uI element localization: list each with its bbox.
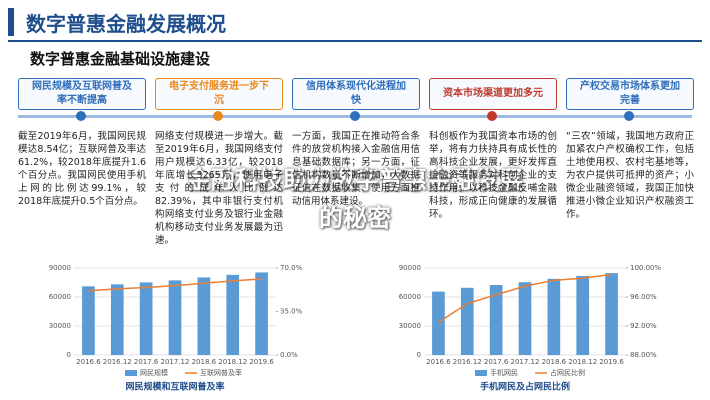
timeline-marker	[624, 111, 634, 121]
y-tick-label: 90000	[399, 264, 421, 272]
line	[438, 273, 612, 324]
x-tick-label: 2018.6	[192, 358, 217, 366]
bar	[139, 282, 153, 355]
x-tick-label: 2018.6	[542, 358, 567, 366]
y2-tick-label: 70.0%	[280, 264, 303, 272]
line	[88, 278, 262, 292]
x-tick-label: 2017.6	[484, 358, 509, 366]
timeline-marker	[213, 111, 223, 121]
x-tick-label: 2016.12	[103, 358, 132, 366]
timeline-marker	[76, 111, 86, 121]
y-tick-label: 0	[67, 351, 71, 359]
y2-tick-label: 88.00%	[630, 351, 657, 359]
column-text: 截至2019年6月，我国网民规模达8.54亿；互联网普及率达61.2%，较201…	[18, 131, 146, 207]
x-tick-label: 2016.12	[453, 358, 482, 366]
column-heading: 信用体系现代化进程加快	[292, 78, 420, 110]
column-heading: 产权交易市场体系更加完善	[566, 78, 694, 110]
y2-tick-label: 35.0%	[280, 308, 303, 316]
bar	[489, 285, 503, 355]
y-tick-label: 60000	[399, 293, 421, 301]
legend-swatch	[475, 370, 487, 376]
y-tick-label: 30000	[399, 322, 421, 330]
title-rule	[8, 40, 702, 42]
x-tick-label: 2016.6	[426, 358, 451, 366]
x-tick-label: 2019.6	[599, 358, 624, 366]
x-tick-label: 2016.6	[76, 358, 101, 366]
bar	[460, 287, 474, 355]
column-text: 科创板作为我国资本市场的创举，将有力扶持具有成长性的高科技企业发展，更好发挥直接…	[429, 131, 557, 220]
x-tick-label: 2018.12	[568, 358, 597, 366]
bar	[547, 278, 561, 355]
column-heading: 资本市场渠道更加多元	[429, 78, 557, 110]
legend-label: 互联网普及率	[200, 368, 242, 377]
subtitle: 数字普惠金融基础设施建设	[30, 50, 211, 68]
legend-label: 占网民比例	[550, 368, 585, 377]
column: 电子支付服务进一步下沉网络支付规模进一步增大。截至2019年6月，我国网络支付用…	[155, 78, 283, 247]
x-tick-label: 2017.12	[511, 358, 540, 366]
column-text: 网络支付规模进一步增大。截至2019年6月，我国网络支付用户规模达6.33亿，较…	[155, 131, 283, 246]
overlay-text: 的秘密	[319, 204, 391, 232]
column-text: 一方面，我国正在推动符合条件的放贷机构接入金融信用信息基础数据库；另一方面，征信…	[292, 131, 420, 207]
timeline-marker	[350, 111, 360, 121]
y-tick-label: 30000	[49, 322, 71, 330]
legend-label: 手机网民	[490, 368, 518, 377]
y2-tick-label: 100.00%	[630, 264, 661, 272]
x-tick-label: 2019.6	[249, 358, 274, 366]
column: 产权交易市场体系更加完善 “三农”领域，我国地方政府正加紧农户产权确权工作，包括土…	[566, 78, 694, 221]
bar	[168, 280, 182, 355]
y-tick-label: 90000	[49, 264, 71, 272]
chart-title: 网民规模和互联网普及率	[125, 381, 224, 393]
timeline-marker	[487, 111, 497, 121]
x-tick-label: 2017.12	[161, 358, 190, 366]
overlay-band	[0, 152, 710, 240]
x-tick-label: 2017.6	[134, 358, 159, 366]
x-tick-label: 2018.12	[218, 358, 247, 366]
column-text: “三农”领域，我国地方政府正加紧农户产权确权工作，包括土地使用权、农村宅基地等，…	[566, 131, 694, 220]
column: 信用体系现代化进程加快一方面，我国正在推动符合条件的放贷机构接入金融信用信息基础…	[292, 78, 420, 208]
overlay-text: 金融科技助力数字普惠金融发展	[187, 166, 523, 194]
y2-tick-label: 0.0%	[280, 351, 298, 359]
bar	[605, 273, 618, 355]
bar	[197, 277, 211, 355]
column-heading: 网民规模及互联网普及率不断提高	[18, 78, 146, 110]
legend-swatch	[125, 370, 137, 376]
bar	[432, 291, 445, 355]
bar	[110, 284, 124, 355]
bar	[518, 282, 532, 355]
bar	[226, 274, 240, 355]
y2-tick-label: 96.00%	[630, 293, 657, 301]
bar	[255, 272, 268, 355]
bar	[82, 286, 95, 355]
column: 资本市场渠道更加多元科创板作为我国资本市场的创举，将有力扶持具有成长性的高科技企…	[429, 78, 557, 221]
chart-title: 手机网民及占网民比例	[480, 381, 570, 393]
column-heading: 电子支付服务进一步下沉	[155, 78, 283, 110]
accent-bar	[8, 8, 14, 36]
bar	[576, 276, 590, 355]
title: 数字普惠金融发展概况	[26, 12, 226, 36]
legend-label: 网民规模	[140, 368, 168, 377]
y2-tick-label: 92.00%	[630, 322, 657, 330]
y-tick-label: 0	[417, 351, 421, 359]
column: 网民规模及互联网普及率不断提高截至2019年6月，我国网民规模达8.54亿；互联…	[18, 78, 146, 208]
y-tick-label: 60000	[49, 293, 71, 301]
